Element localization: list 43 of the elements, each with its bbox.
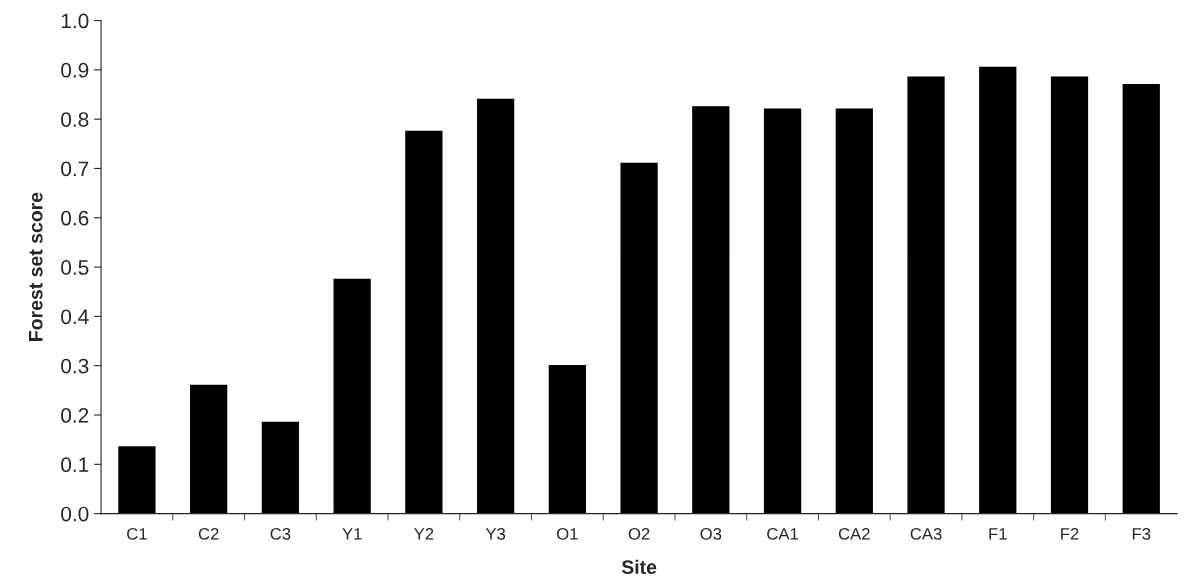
bar (1050, 76, 1089, 514)
x-tick-label: O3 (700, 527, 722, 540)
bar (190, 384, 228, 514)
x-tick-label: F2 (1061, 527, 1079, 540)
bar (835, 108, 873, 514)
x-tick-label: F1 (989, 528, 1007, 540)
x-tick-label: Y3 (485, 527, 506, 540)
y-axis-title: Forest set score (29, 192, 43, 341)
bar (476, 98, 515, 514)
bar (1122, 83, 1160, 514)
x-tick-label: Y2 (414, 527, 434, 540)
y-tick-label: 0.7 (61, 161, 89, 177)
y-tick-label: 0.8 (61, 112, 89, 127)
x-tick-label: O2 (628, 527, 650, 540)
bar (979, 66, 1017, 514)
y-tick-label: 0.4 (61, 309, 89, 325)
bar (907, 76, 945, 514)
x-tick-label: CA1 (767, 527, 798, 540)
y-tick-label: 0.6 (61, 210, 89, 226)
x-tick-label: C2 (198, 527, 219, 540)
bar (405, 130, 443, 514)
y-tick-label: 0.5 (61, 260, 89, 275)
y-tick-label: 1.0 (61, 13, 89, 29)
x-tick-label: Y1 (342, 528, 362, 540)
y-tick-label: 0.2 (61, 408, 89, 423)
x-axis-title: Site (621, 559, 657, 574)
x-tick-label: C1 (127, 527, 147, 540)
y-tick-label: 0.0 (61, 506, 89, 522)
x-tick-label: CA2 (838, 527, 870, 540)
bar (261, 421, 300, 514)
bar (620, 162, 658, 514)
x-tick-label: F3 (1132, 527, 1151, 540)
x-tick-label: CA3 (910, 527, 942, 540)
y-tick-label: 0.3 (61, 358, 89, 374)
bar (118, 446, 156, 514)
y-tick-label: 0.1 (61, 457, 89, 473)
y-tick-label: 0.9 (61, 62, 89, 78)
x-tick-label: C3 (270, 527, 291, 540)
bar (692, 106, 730, 514)
x-tick-label: O1 (557, 527, 578, 540)
bar (548, 365, 586, 514)
bar (333, 278, 371, 514)
bar (763, 108, 802, 514)
